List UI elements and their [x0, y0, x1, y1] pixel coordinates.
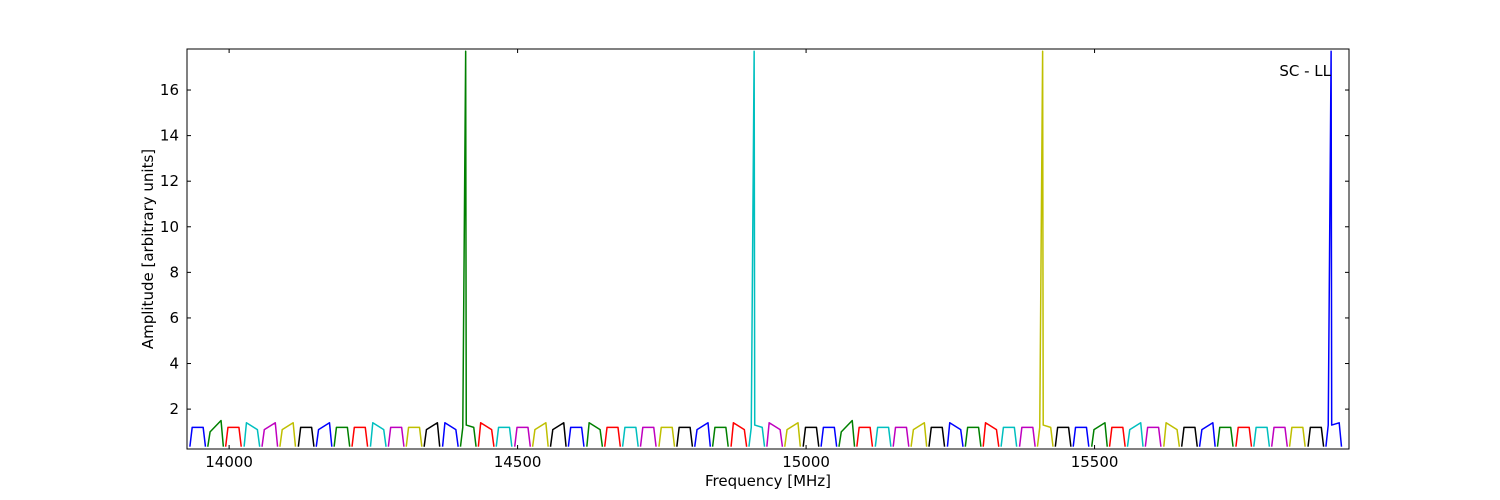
y-tick-label: 6 — [169, 309, 179, 327]
series-line — [224, 422, 1253, 447]
y-tick-label: 16 — [160, 81, 179, 99]
plot-area — [189, 50, 1343, 447]
x-tick-label: 14500 — [494, 453, 542, 471]
y-tick-label: 14 — [160, 127, 179, 145]
x-tick-label: 15500 — [1071, 453, 1119, 471]
series-line — [189, 50, 1343, 447]
series-line — [243, 50, 1271, 447]
y-tick-label: 10 — [160, 218, 179, 236]
x-axis-label: Frequency [MHz] — [705, 472, 831, 490]
x-tick-label: 14000 — [205, 453, 253, 471]
series-line — [279, 50, 1306, 447]
y-tick-label: 8 — [169, 263, 179, 281]
y-tick-label: 4 — [169, 355, 179, 373]
y-tick-label: 2 — [169, 400, 179, 418]
axes-frame — [186, 48, 1350, 450]
series-line — [297, 422, 1325, 447]
y-axis-label: Amplitude [arbitrary units] — [139, 149, 157, 349]
annotation: SC - LL — [1279, 62, 1331, 80]
series-line — [207, 50, 1234, 447]
series-line — [261, 422, 1289, 447]
y-tick-label: 12 — [160, 172, 179, 190]
x-tick-label: 15000 — [782, 453, 830, 471]
